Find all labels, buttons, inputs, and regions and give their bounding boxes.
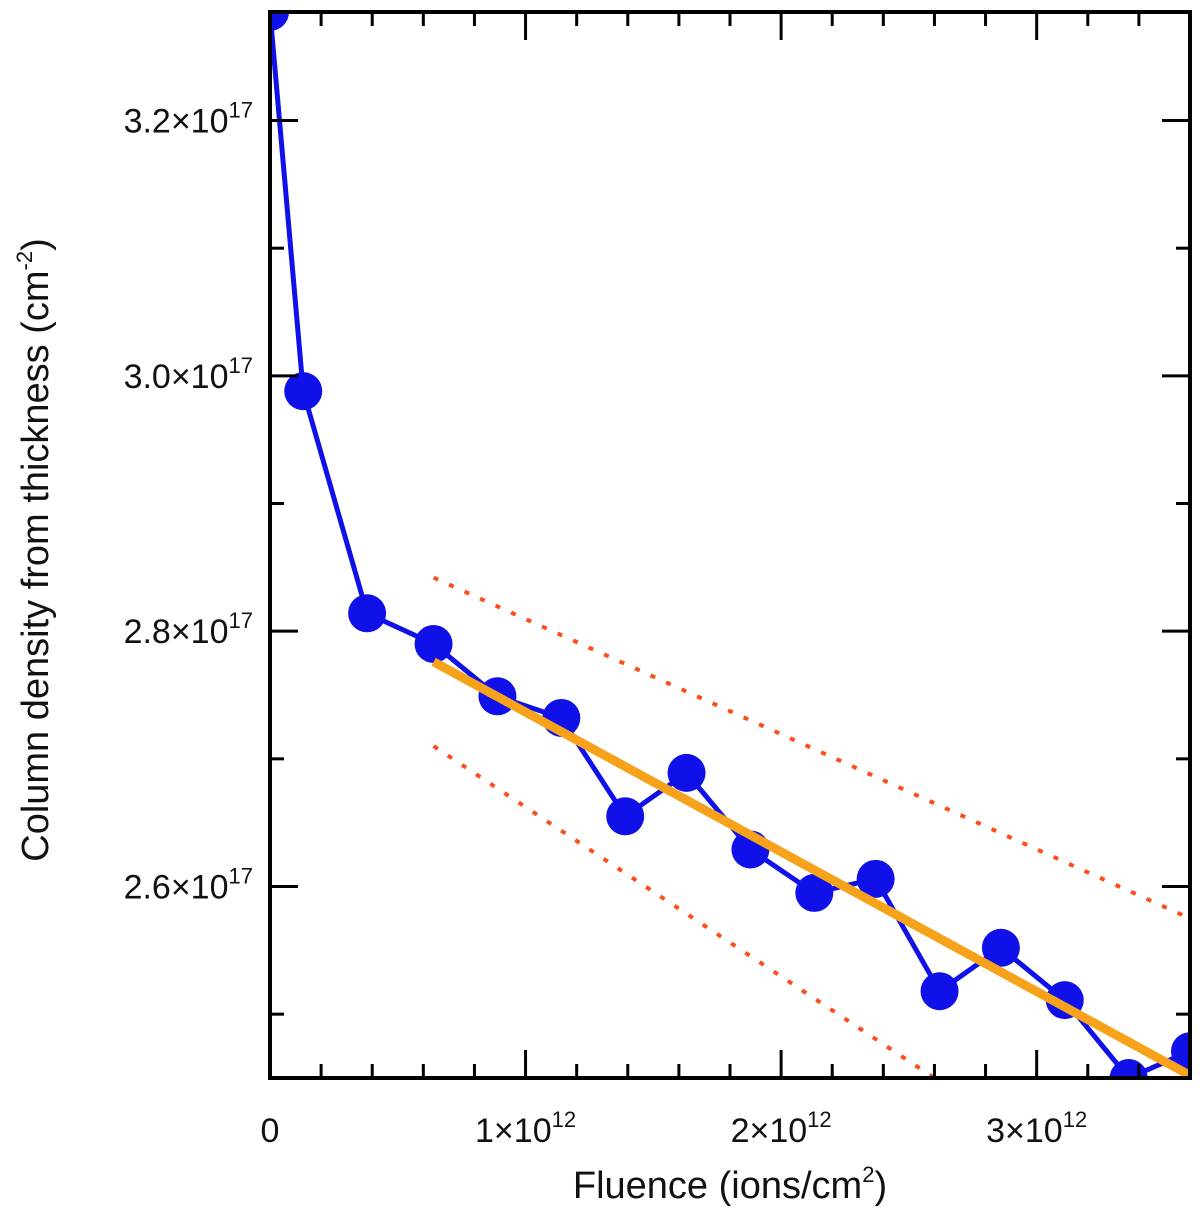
y-axis-title-sup: -2 (12, 251, 37, 271)
data-point (667, 753, 706, 792)
y-tick-mantissa: 2.8×10 (124, 613, 229, 651)
y-tick-exponent: 17 (229, 864, 253, 889)
data-point (270, 12, 289, 31)
y-tick-mantissa: 3.0×10 (124, 358, 229, 396)
x-tick-mantissa: 1×10 (475, 1112, 552, 1150)
tick-labels: 0 1×1012 2×1012 3×10122.6×10172.8×10173.0×1… (124, 98, 1088, 1150)
x-axis-title-sup: 2 (862, 1162, 874, 1187)
data-point (348, 594, 387, 633)
x-tick-mantissa: 3×10 (986, 1112, 1063, 1150)
y-tick-label: 2.8×1017 (124, 608, 253, 651)
x-tick-label: 1×1012 (475, 1107, 576, 1150)
plot-frame (268, 10, 1192, 1080)
x-tick-exponent: 12 (1063, 1107, 1087, 1132)
x-tick-label: 3×1012 (986, 1107, 1087, 1150)
x-tick-exponent: 12 (807, 1107, 831, 1132)
y-axis-title-base: Column density from thickness (cm (15, 270, 57, 861)
y-tick-exponent: 17 (229, 98, 253, 123)
series-measured-line (270, 12, 1190, 1078)
y-tick-exponent: 17 (229, 608, 253, 633)
series-linear-fit (431, 657, 1190, 1078)
x-tick-exponent: 12 (552, 1107, 576, 1132)
y-tick-label: 3.2×1017 (124, 98, 253, 141)
data-point (856, 859, 895, 898)
y-tick-label: 2.6×1017 (124, 864, 253, 907)
data-point (920, 972, 959, 1011)
series-upper-bound (432, 575, 1190, 921)
x-tick-mantissa: 2×10 (731, 1112, 808, 1150)
y-tick-mantissa: 2.6×10 (124, 869, 229, 907)
x-tick-label: 0 (261, 1112, 280, 1150)
data-point (606, 797, 645, 836)
y-tick-mantissa: 3.2×10 (124, 103, 229, 141)
x-axis-title-base: Fluence (ions/cm (573, 1165, 862, 1207)
y-axis-title-tail: ) (15, 238, 57, 251)
y-tick-exponent: 17 (229, 353, 253, 378)
x-tick-label: 2×1012 (731, 1107, 832, 1150)
axis-ticks (268, 12, 1192, 1078)
data-point (795, 873, 834, 912)
x-axis-title: Fluence (ions/cm2) (573, 1162, 887, 1207)
data-point (284, 372, 323, 411)
x-axis-title-tail: ) (874, 1165, 887, 1207)
y-axis-title: Column density from thickness (cm-2) (12, 238, 57, 862)
data-point (414, 624, 453, 663)
data-point (981, 928, 1020, 967)
data-point (1171, 1032, 1190, 1071)
plot-area (270, 12, 1190, 1078)
y-tick-label: 3.0×1017 (124, 353, 253, 396)
x-tick-mantissa: 0 (261, 1112, 280, 1150)
